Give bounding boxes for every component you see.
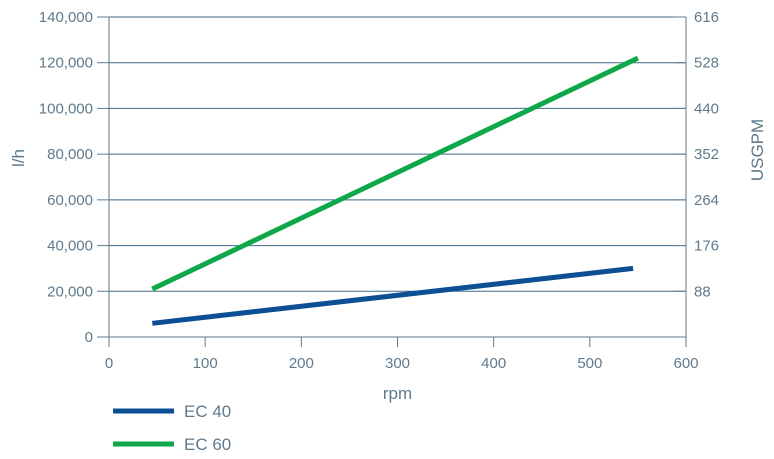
x-tick-label: 400 bbox=[481, 355, 506, 372]
y-tick-label: 40,000 bbox=[47, 238, 93, 255]
x-tick-label: 200 bbox=[289, 355, 314, 372]
x-tick-label: 600 bbox=[673, 355, 698, 372]
series-line-2 bbox=[151, 55, 639, 292]
gridlines bbox=[109, 16, 686, 292]
x-tick-label: 0 bbox=[105, 355, 113, 372]
tick-labels: 0 20,000 40,000 60,000 80,000 100,000 120,000 1… bbox=[39, 9, 719, 372]
y2-tick-label: 616 bbox=[694, 9, 719, 26]
y2-tick-label: 264 bbox=[694, 192, 719, 209]
y2-axis-title: USGPM bbox=[748, 119, 767, 181]
y2-tick-label: 176 bbox=[694, 238, 719, 255]
x-axis-title: rpm bbox=[383, 384, 412, 403]
y2-tick-label: 88 bbox=[694, 283, 711, 300]
x-tick-label: 100 bbox=[193, 355, 218, 372]
y-tick-label: 140,000 bbox=[39, 9, 93, 26]
x-tick-label: 300 bbox=[385, 355, 410, 372]
y2-tick-label: 352 bbox=[694, 146, 719, 163]
legend-label: EC 60 bbox=[184, 435, 231, 454]
y-tick-label: 0 bbox=[85, 329, 93, 346]
y-axis-title: l/h bbox=[9, 149, 28, 167]
y2-tick-label: 528 bbox=[694, 55, 719, 72]
series-line-1 bbox=[152, 265, 634, 326]
x-tick-label: 500 bbox=[577, 355, 602, 372]
y-tick-label: 80,000 bbox=[47, 146, 93, 163]
legend: EC 40 EC 60 bbox=[113, 402, 231, 454]
y-tick-label: 120,000 bbox=[39, 55, 93, 72]
y-tick-label: 20,000 bbox=[47, 283, 93, 300]
y-tick-label: 60,000 bbox=[47, 192, 93, 209]
y-tick-label: 100,000 bbox=[39, 100, 93, 117]
legend-label: EC 40 bbox=[184, 402, 231, 421]
axes bbox=[97, 16, 687, 347]
y2-tick-label: 440 bbox=[694, 100, 719, 117]
series-lines bbox=[151, 55, 639, 326]
